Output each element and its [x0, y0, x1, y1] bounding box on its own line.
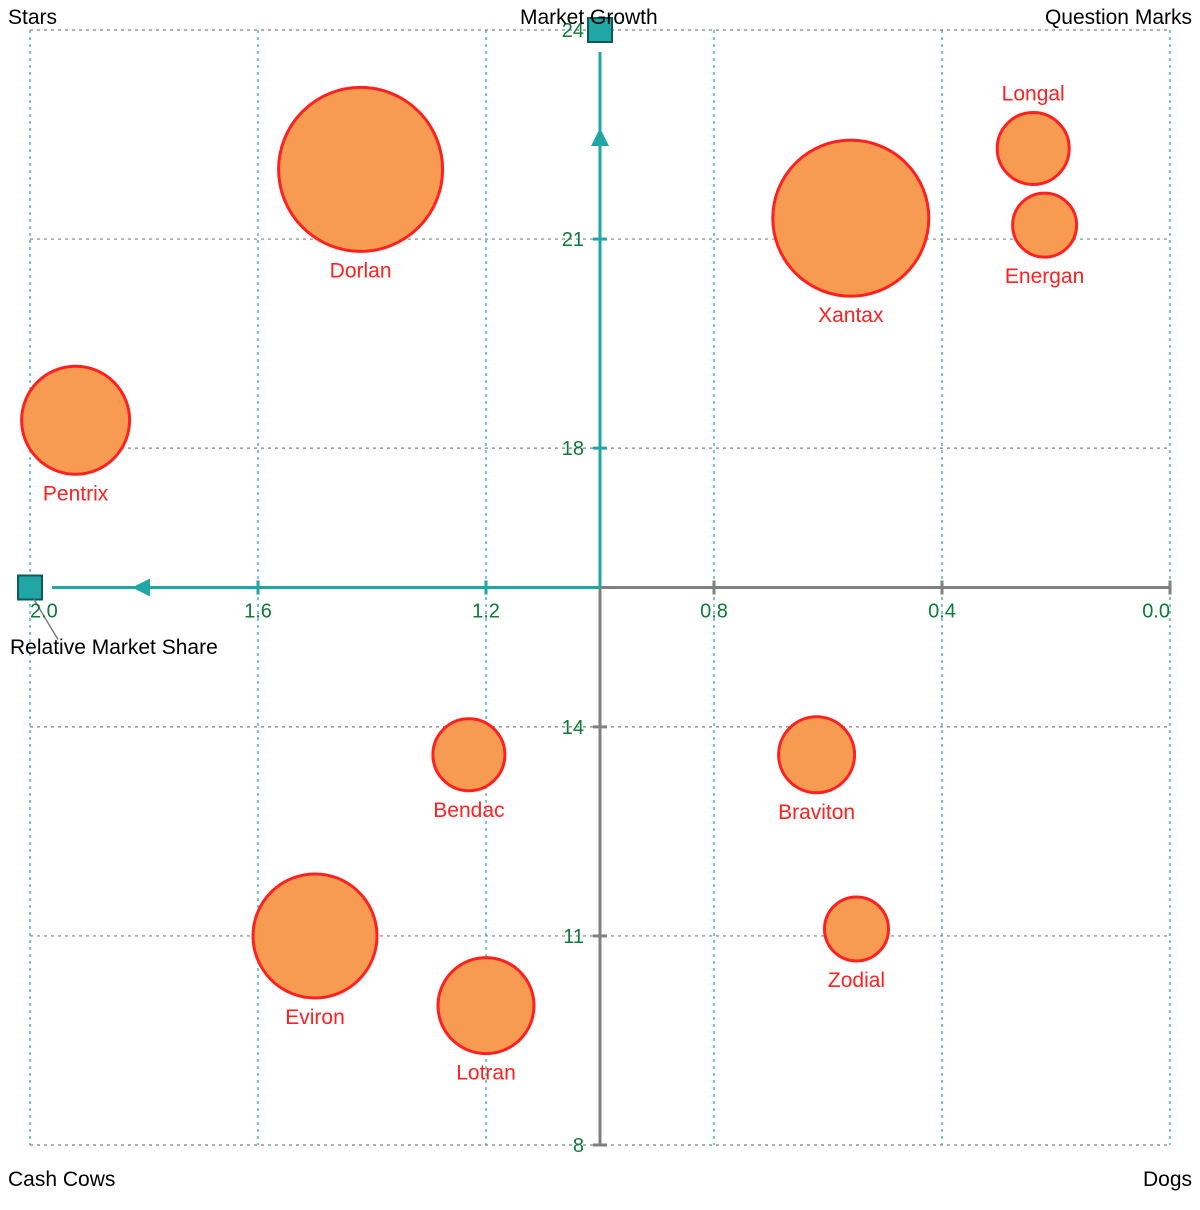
- bubble-xantax: [773, 140, 929, 296]
- x-tick-label: 2.0: [30, 601, 58, 623]
- bubble-energan: [1013, 193, 1077, 257]
- corner-bottom-left: Cash Cows: [8, 1168, 115, 1192]
- x-tick-label: 1.6: [244, 601, 272, 623]
- bubble-bendac: [433, 719, 505, 791]
- x-axis-title: Relative Market Share: [10, 636, 218, 660]
- corner-bottom-right: Dogs: [1143, 1168, 1192, 1192]
- y-tick-label: 8: [573, 1135, 584, 1157]
- y-tick-label: 11: [563, 926, 584, 948]
- x-tick-label: 0.8: [700, 601, 728, 623]
- bubble-zodial: [825, 897, 889, 961]
- bubble-label-energan: Energan: [1005, 265, 1084, 288]
- bubble-label-dorlan: Dorlan: [330, 259, 392, 282]
- x-tick-label: 1.2: [472, 601, 500, 623]
- bubble-label-eviron: Eviron: [285, 1006, 345, 1029]
- bcg-matrix-chart: 2.01.61.20.80.40.081114182124DorlanPentr…: [0, 0, 1200, 1210]
- bubble-label-xantax: Xantax: [818, 304, 884, 327]
- y-tick-label: 18: [562, 438, 584, 460]
- bubble-label-braviton: Braviton: [778, 801, 855, 824]
- x-tick-label: 0.0: [1142, 601, 1170, 623]
- bubble-dorlan: [279, 87, 443, 251]
- bubble-eviron: [253, 874, 377, 998]
- y-axis-title: Market Growth: [520, 6, 658, 30]
- y-tick-label: 14: [562, 717, 584, 739]
- bubble-lotran: [438, 958, 534, 1054]
- bubble-label-bendac: Bendac: [433, 799, 504, 822]
- bubble-braviton: [779, 717, 855, 793]
- bubble-label-zodial: Zodial: [828, 969, 885, 992]
- bubble-label-pentrix: Pentrix: [43, 482, 109, 505]
- y-tick-label: 21: [562, 229, 584, 251]
- x-tick-label: 0.4: [928, 601, 956, 623]
- bubble-longal: [997, 112, 1069, 184]
- bubble-label-lotran: Lotran: [456, 1062, 516, 1085]
- corner-top-left: Stars: [8, 6, 57, 30]
- bubble-label-longal: Longal: [1002, 82, 1065, 105]
- bubble-pentrix: [22, 366, 130, 474]
- chart-svg: 2.01.61.20.80.40.081114182124DorlanPentr…: [0, 0, 1200, 1210]
- corner-top-right: Question Marks: [1045, 6, 1192, 30]
